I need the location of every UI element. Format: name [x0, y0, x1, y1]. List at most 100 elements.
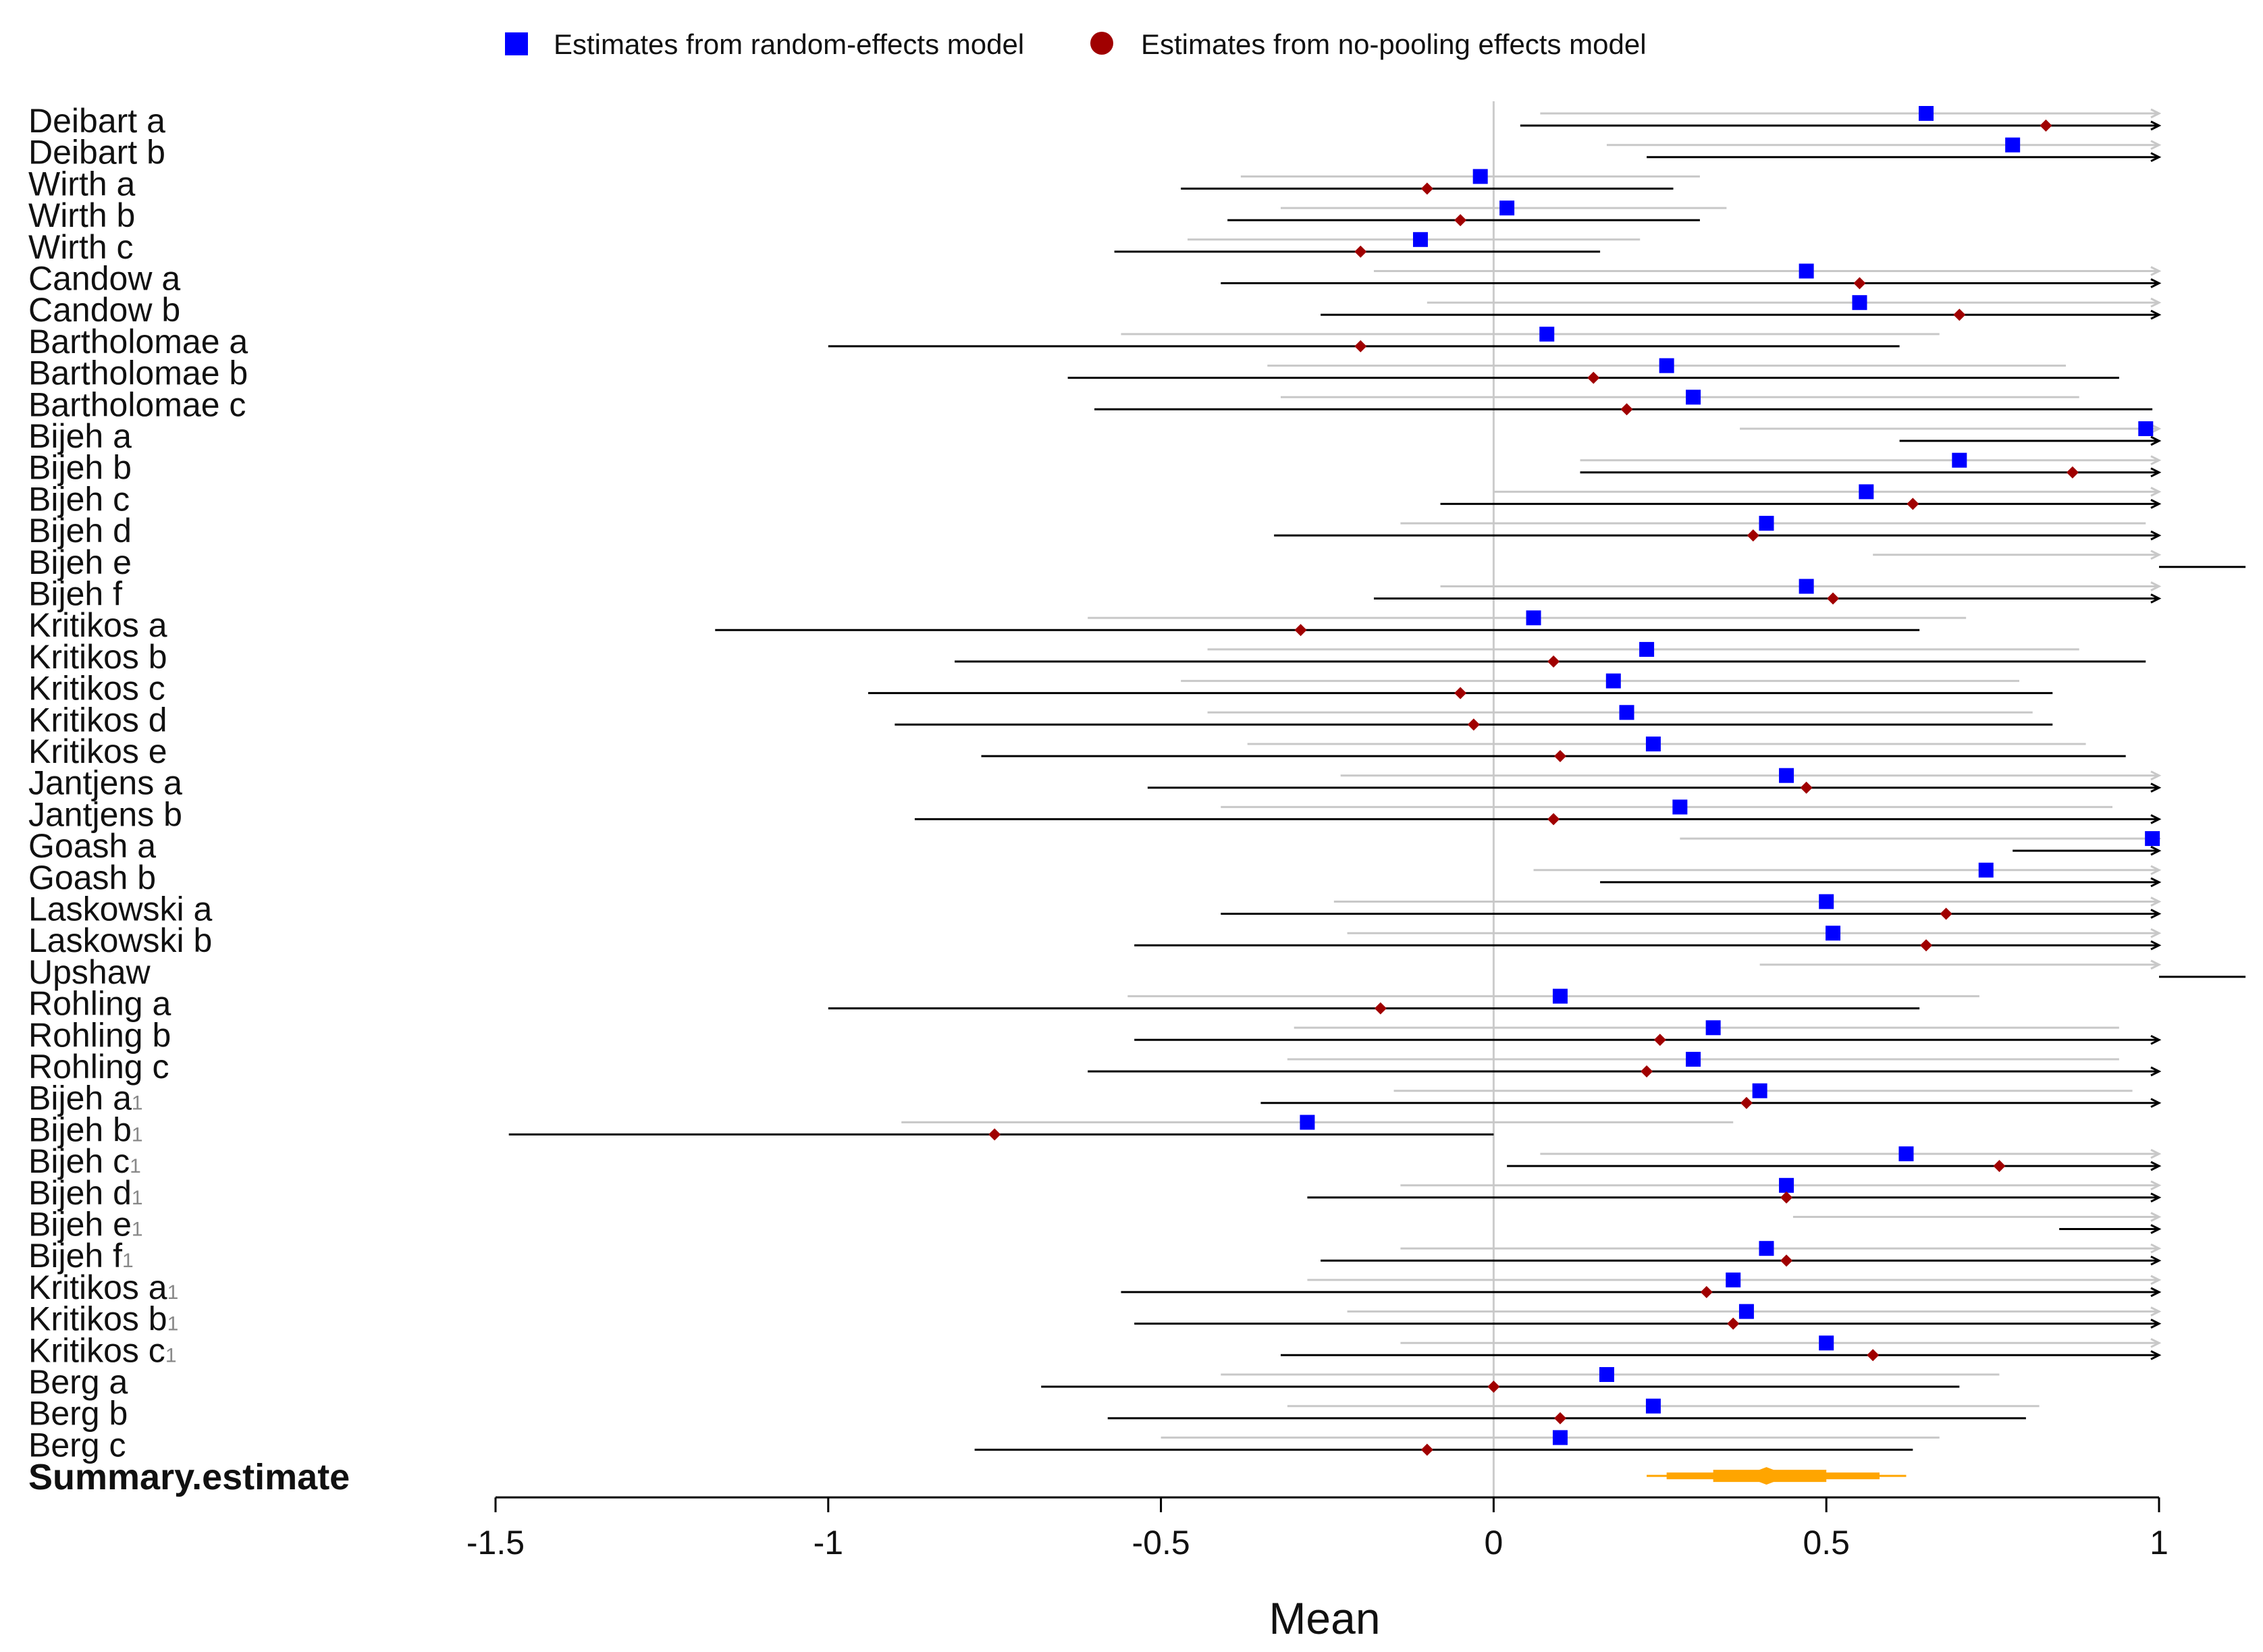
- study-row: Kritikos a1: [28, 1269, 2162, 1306]
- study-label: Bijeh d1: [28, 1174, 143, 1212]
- study-label: Bijeh d: [28, 512, 132, 550]
- no-pooling-ci-arrow: [2150, 1350, 2162, 1360]
- study-row: Bijeh b1: [28, 1111, 1734, 1148]
- no-pooling-estimate: [1953, 309, 1966, 321]
- random-effects-estimate: [1659, 358, 1674, 373]
- legend-square-marker: [505, 32, 528, 55]
- no-pooling-ci-arrow: [2150, 1287, 2162, 1298]
- no-pooling-ci-arrow: [2150, 467, 2162, 478]
- random-effects-estimate: [1819, 894, 1834, 909]
- study-label: Laskowski a: [28, 890, 213, 928]
- study-label-superscript: 1: [130, 1155, 141, 1177]
- no-pooling-ci-arrow: [2150, 435, 2162, 446]
- study-label: Bijeh e: [28, 543, 132, 581]
- study-label: Bijeh c1: [28, 1142, 141, 1180]
- study-label-superscript: 1: [167, 1281, 179, 1304]
- study-row: Kritikos a: [28, 606, 1967, 644]
- random-effects-estimate: [1686, 1052, 1701, 1067]
- study-row: Laskowski b: [28, 922, 2162, 959]
- no-pooling-estimate: [1420, 1443, 1433, 1456]
- study-label: Berg c: [28, 1426, 126, 1464]
- study-row: Berg c: [28, 1426, 1940, 1464]
- x-tick-label: -1.5: [467, 1524, 525, 1562]
- study-row: Berg a: [28, 1363, 2000, 1401]
- random-effects-estimate: [1759, 516, 1774, 531]
- study-label: Berg a: [28, 1363, 128, 1401]
- study-label: Deibart a: [28, 102, 165, 140]
- no-pooling-estimate: [1940, 907, 1952, 920]
- random-effects-estimate: [1639, 641, 1655, 657]
- random-effects-estimate: [1300, 1115, 1315, 1130]
- random-effects-estimate: [1859, 484, 1874, 500]
- study-label: Wirth a: [28, 165, 136, 203]
- legend-no-pooling-label: Estimates from no-pooling effects model: [1141, 28, 1647, 60]
- no-pooling-ci-arrow: [2150, 1318, 2162, 1329]
- random-effects-estimate: [1645, 737, 1661, 751]
- study-row: Kritikos b1: [28, 1300, 2162, 1338]
- study-label: Goash a: [28, 827, 156, 865]
- study-label: Bijeh a: [28, 417, 132, 455]
- study-label-superscript: 1: [122, 1250, 134, 1272]
- random-effects-ci-arrow: [2150, 487, 2162, 497]
- no-pooling-estimate: [2066, 466, 2079, 479]
- study-row: Kritikos e: [28, 732, 2126, 770]
- x-tick-label: 1: [2150, 1524, 2168, 1562]
- no-pooling-estimate: [1653, 1034, 1666, 1046]
- random-effects-ci-arrow: [2150, 140, 2162, 151]
- study-label-superscript: 1: [132, 1219, 143, 1241]
- study-row: Bijeh c1: [28, 1142, 2162, 1180]
- no-pooling-ci-arrow: [2150, 309, 2162, 320]
- study-label-superscript: 1: [132, 1123, 143, 1146]
- study-row: Bijeh c: [28, 480, 2162, 518]
- study-row: Rohling a: [28, 985, 1979, 1023]
- study-label: Deibart b: [28, 134, 165, 171]
- study-label: Bijeh f: [28, 575, 122, 613]
- no-pooling-ci-arrow: [2150, 152, 2162, 163]
- random-effects-estimate: [1412, 232, 1428, 247]
- study-row: Wirth a: [28, 165, 1700, 203]
- study-label: Bijeh a1: [28, 1080, 143, 1117]
- study-row: Bartholomae b: [28, 354, 2119, 392]
- no-pooling-estimate: [1700, 1285, 1713, 1298]
- random-effects-estimate: [1726, 1272, 1741, 1287]
- random-effects-estimate: [1686, 390, 1701, 405]
- study-label: Kritikos c: [28, 670, 165, 708]
- no-pooling-ci-arrow: [2150, 877, 2162, 888]
- study-label: Bartholomae a: [28, 323, 248, 361]
- study-label: Bartholomae b: [28, 354, 248, 392]
- study-label: Bijeh b1: [28, 1111, 143, 1148]
- no-pooling-estimate: [1587, 371, 1600, 384]
- no-pooling-estimate: [1454, 687, 1467, 699]
- no-pooling-estimate: [1620, 403, 1633, 416]
- no-pooling-estimate: [1853, 277, 1866, 290]
- study-row: Kritikos c1: [28, 1331, 2162, 1369]
- no-pooling-ci-arrow: [2150, 530, 2162, 541]
- no-pooling-ci-arrow: [2150, 1161, 2162, 1171]
- random-effects-ci-arrow: [2150, 959, 2162, 970]
- no-pooling-estimate: [1827, 592, 1840, 605]
- study-label: Kritikos e: [28, 732, 167, 770]
- study-label: Bijeh e1: [28, 1206, 143, 1244]
- no-pooling-ci-arrow: [2150, 940, 2162, 951]
- random-effects-estimate: [1539, 326, 1555, 342]
- summary-mean-diamond: [1743, 1467, 1790, 1485]
- study-label: Kritikos b1: [28, 1300, 178, 1338]
- study-label-superscript: 1: [165, 1344, 177, 1366]
- random-effects-estimate: [2145, 831, 2160, 847]
- random-effects-ci-arrow: [2150, 770, 2162, 781]
- no-pooling-estimate: [1294, 624, 1307, 637]
- random-effects-ci-arrow: [2150, 1275, 2162, 1285]
- random-effects-estimate: [1819, 1335, 1834, 1351]
- no-pooling-estimate: [1547, 813, 1560, 826]
- study-row: Bijeh e: [28, 543, 2246, 581]
- random-effects-ci-arrow: [2150, 1180, 2162, 1191]
- no-pooling-ci-arrow: [2150, 845, 2162, 856]
- random-effects-ci-arrow: [2150, 1306, 2162, 1316]
- random-effects-ci-arrow: [2150, 550, 2162, 560]
- no-pooling-estimate: [1553, 750, 1566, 762]
- study-label-superscript: 1: [132, 1187, 143, 1209]
- random-effects-estimate: [1978, 862, 1994, 878]
- random-effects-ci-arrow: [2150, 928, 2162, 938]
- no-pooling-estimate: [1867, 1349, 1880, 1362]
